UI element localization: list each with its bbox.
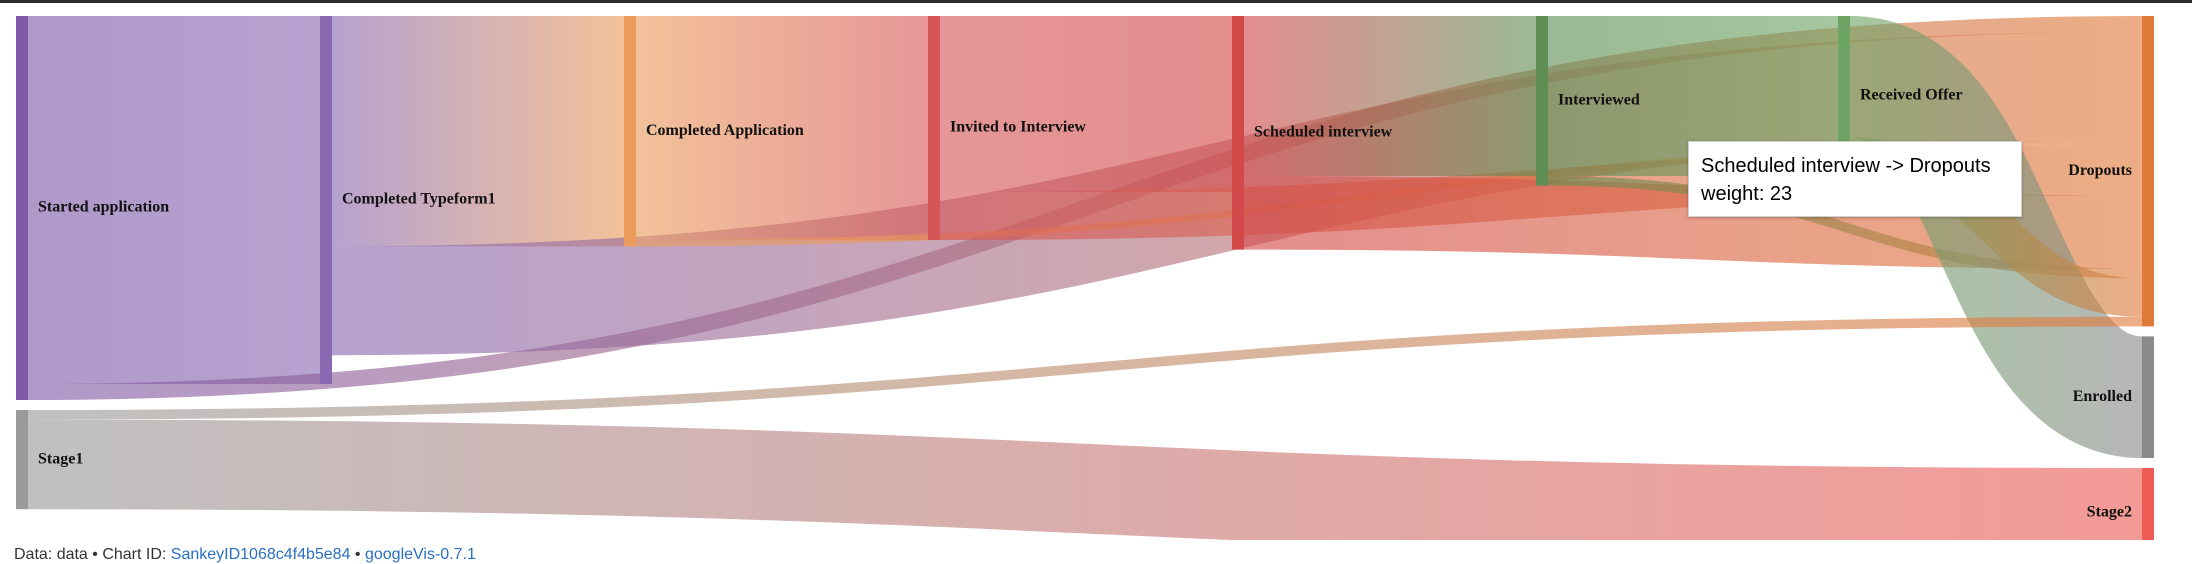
node-label-invited-to-interview: Invited to Interview [950, 119, 1086, 136]
sankey-nodes [16, 16, 2154, 540]
package-link[interactable]: googleVis-0.7.1 [364, 546, 476, 563]
node-stage2[interactable] [2142, 468, 2154, 540]
link-stage1-to-dropouts[interactable] [27, 316, 2143, 420]
window-top-border [0, 0, 2192, 3]
node-label-scheduled-interview: Scheduled interview [1254, 123, 1393, 140]
node-label-dropouts: Dropouts [2068, 162, 2132, 179]
node-label-started-application: Started application [38, 199, 169, 216]
footer-data-label: Data: data [14, 546, 88, 563]
node-received-offer[interactable] [1838, 16, 1850, 176]
node-completed-typeform1[interactable] [320, 16, 332, 384]
node-dropouts[interactable] [2142, 16, 2154, 327]
node-label-completed-typeform1: Completed Typeform1 [342, 191, 496, 208]
tooltip-link-weight: weight: 23 [1701, 183, 1793, 205]
sankey-labels: Started application Completed Typeform1 Co… [38, 87, 2132, 521]
tooltip-link-title: Scheduled interview -> Dropouts [1701, 155, 1991, 177]
link-tooltip: Scheduled interview -> Dropouts weight: … [1688, 141, 2022, 217]
node-invited-to-interview[interactable] [928, 16, 940, 240]
sankey-chart[interactable]: Started application Completed Typeform1 Co… [0, 0, 2192, 540]
node-interviewed[interactable] [1536, 16, 1548, 186]
node-completed-application[interactable] [624, 16, 636, 247]
link-stage1-to-stage2[interactable] [27, 419, 2143, 540]
node-label-enrolled: Enrolled [2073, 388, 2132, 405]
footer-separator-2: • [350, 546, 365, 563]
sankey-links [27, 15, 2148, 540]
footer-separator-1: • Chart ID: [87, 546, 171, 563]
node-label-received-offer: Received Offer [1860, 87, 1963, 104]
node-label-stage2: Stage2 [2087, 503, 2132, 520]
node-scheduled-interview[interactable] [1232, 16, 1244, 250]
chart-id-link[interactable]: SankeyID1068c4f4b5e84 [170, 546, 351, 563]
node-label-stage1: Stage1 [38, 450, 83, 467]
node-label-interviewed: Interviewed [1558, 91, 1640, 108]
node-stage1[interactable] [16, 410, 28, 510]
node-enrolled[interactable] [2142, 336, 2154, 458]
chart-footer: Data: data • Chart ID: SankeyID1068c4f4b… [14, 546, 476, 564]
node-label-completed-application: Completed Application [646, 122, 804, 139]
node-started-application[interactable] [16, 16, 28, 400]
